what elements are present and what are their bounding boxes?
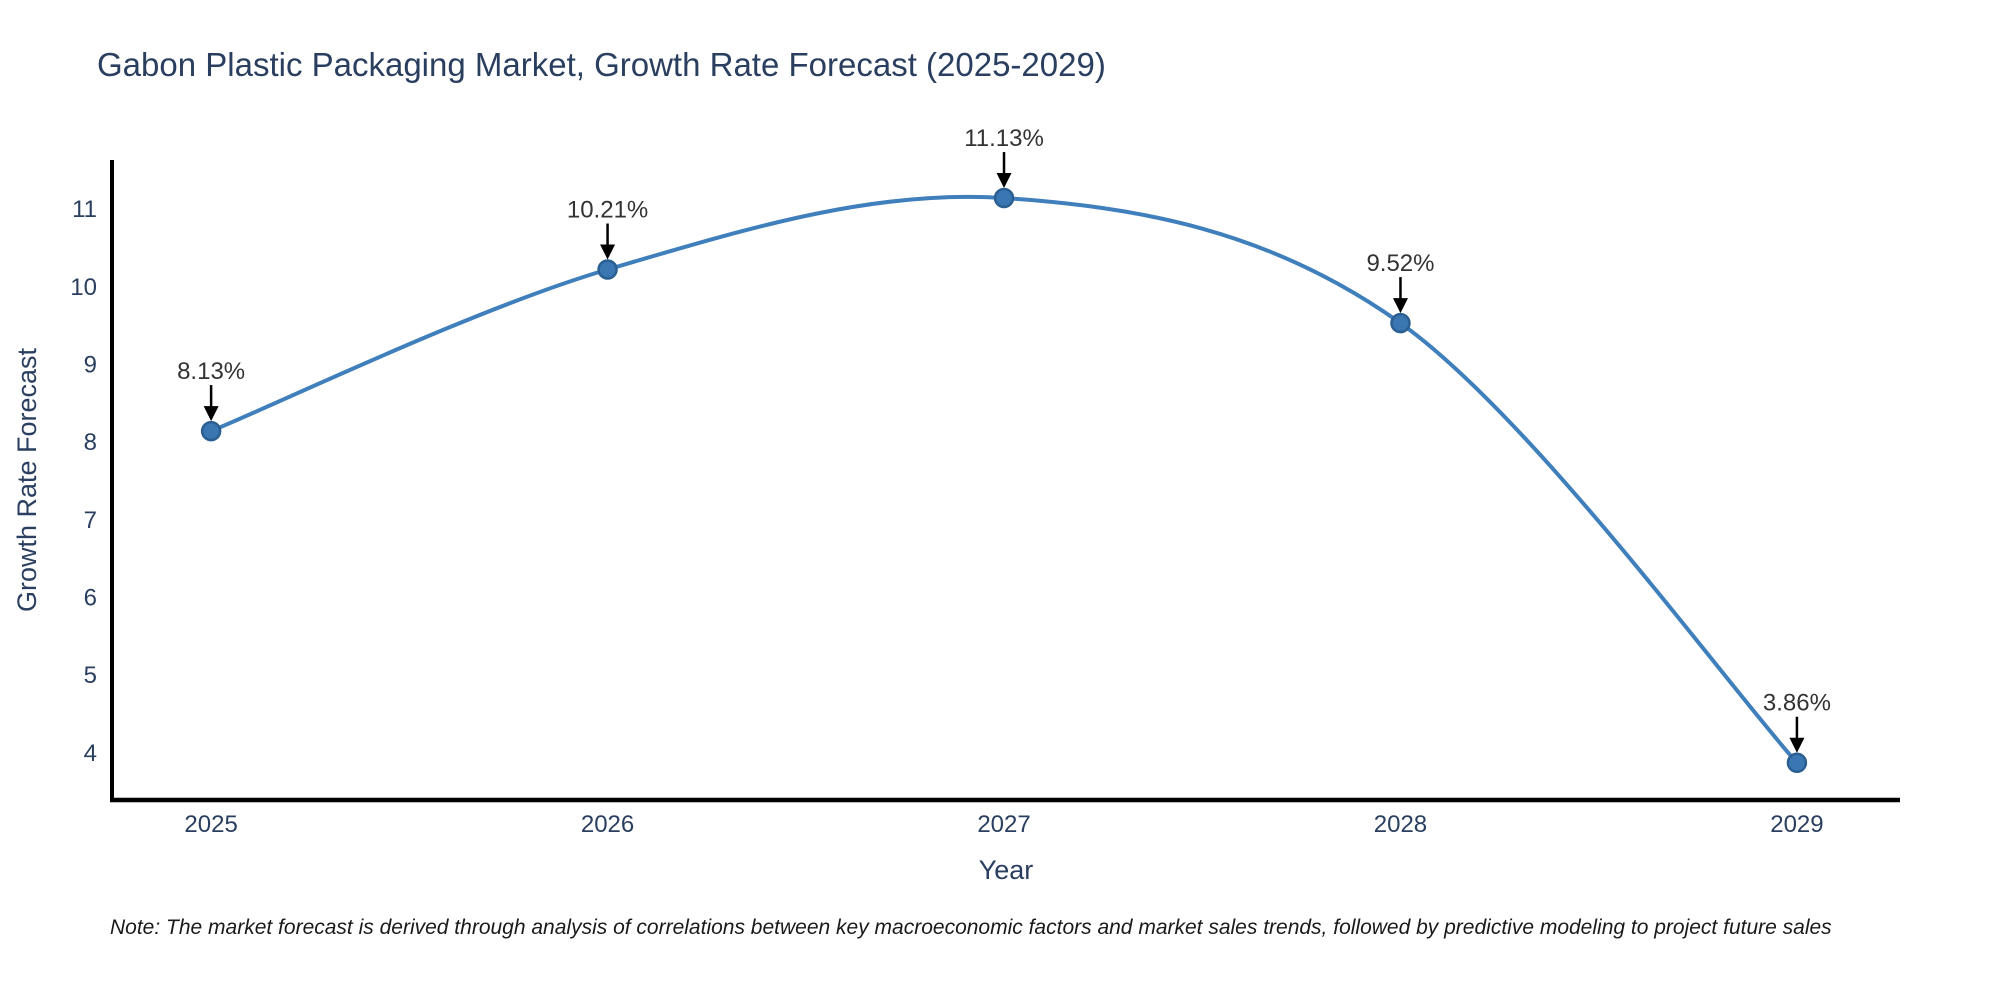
data-point-marker bbox=[1786, 752, 1808, 773]
annotation-label: 11.13% bbox=[964, 125, 1044, 152]
annotation-arrowhead bbox=[1392, 298, 1408, 314]
y-tick-label: 9 bbox=[84, 351, 97, 378]
y-tick-label: 11 bbox=[72, 196, 97, 223]
data-point-marker bbox=[200, 420, 222, 442]
x-axis-title: Year bbox=[979, 855, 1034, 885]
annotation-label: 8.13% bbox=[177, 358, 245, 385]
data-point-marker bbox=[993, 187, 1015, 209]
x-tick-label: 2025 bbox=[184, 811, 237, 838]
y-tick-label: 5 bbox=[84, 662, 97, 689]
x-tick-label: 2027 bbox=[977, 811, 1030, 838]
annotation-label: 10.21% bbox=[567, 197, 648, 224]
y-tick-label: 8 bbox=[84, 429, 97, 456]
x-tick-label: 2029 bbox=[1770, 811, 1823, 838]
x-tick-label: 2026 bbox=[581, 811, 634, 838]
data-point-marker bbox=[1390, 312, 1411, 334]
y-tick-label: 10 bbox=[70, 274, 97, 301]
y-tick-label: 4 bbox=[84, 740, 97, 767]
annotation-arrowhead bbox=[203, 406, 219, 422]
y-axis-title: Growth Rate Forecast bbox=[12, 347, 42, 612]
chart-title: Gabon Plastic Packaging Market, Growth R… bbox=[97, 46, 1106, 83]
spline-line bbox=[209, 194, 1799, 765]
footnote: Note: The market forecast is derived thr… bbox=[110, 916, 1832, 939]
x-tick-label: 2028 bbox=[1374, 811, 1427, 838]
y-tick-label: 7 bbox=[84, 507, 97, 534]
data-point-marker bbox=[597, 259, 618, 280]
y-tick-label: 6 bbox=[84, 585, 97, 612]
annotation-label: 9.52% bbox=[1366, 250, 1434, 277]
annotation-label: 3.86% bbox=[1763, 690, 1831, 717]
annotation-arrowhead bbox=[600, 244, 616, 260]
annotation-arrowhead bbox=[1789, 737, 1805, 753]
annotation-arrowhead bbox=[996, 173, 1012, 189]
